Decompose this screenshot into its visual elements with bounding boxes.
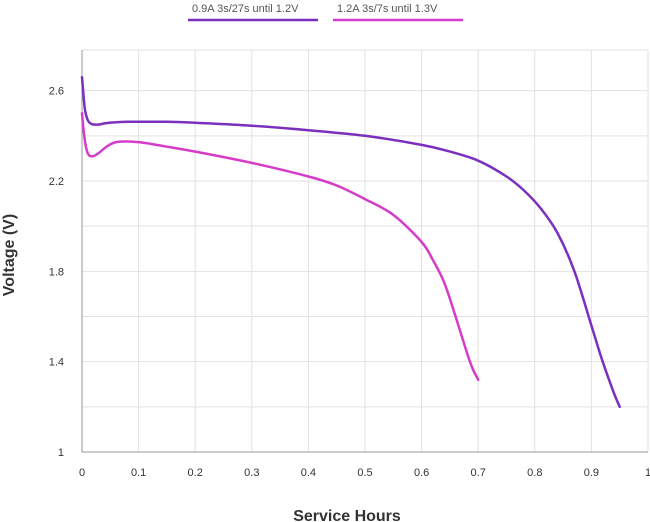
y-tick-label: 2.2 — [49, 176, 64, 188]
y-tick-label: 1.4 — [49, 357, 64, 369]
x-tick-label: 0 — [79, 467, 85, 479]
x-tick-label: 0.1 — [131, 467, 146, 479]
y-tick-label: 1 — [58, 447, 64, 459]
y-axis-title: Voltage (V) — [1, 214, 18, 296]
grid — [82, 49, 649, 452]
legend: 0.9A 3s/27s until 1.2V 1.2A 3s/7s until 1… — [188, 3, 463, 22]
x-tick-label: 0.2 — [188, 467, 203, 479]
x-tick-label: 0.9 — [584, 467, 599, 479]
x-tick-label: 0.3 — [244, 467, 259, 479]
x-tick-label: 0.4 — [301, 467, 316, 479]
series-lines — [80, 75, 621, 409]
series-line-1 — [80, 75, 621, 409]
x-tick-label: 0.7 — [471, 467, 486, 479]
legend-label-2: 1.2A 3s/7s until 1.3V — [337, 3, 438, 15]
series-line-2 — [80, 111, 480, 381]
x-tick-label: 0.5 — [357, 467, 372, 479]
x-axis-title: Service Hours — [293, 508, 401, 522]
y-tick-label: 1.8 — [49, 266, 64, 278]
tick-labels: 0 0.1 0.2 0.3 0.4 0.5 0.6 0.7 0.8 0.9 1 1 1.4 1.8 2.2 2… — [49, 86, 650, 479]
y-tick-label: 2.6 — [49, 86, 64, 98]
x-tick-label: 0.8 — [527, 467, 542, 479]
x-tick-label: 0.6 — [414, 467, 429, 479]
legend-label-1: 0.9A 3s/27s until 1.2V — [192, 3, 299, 15]
x-tick-label: 1 — [645, 467, 650, 479]
